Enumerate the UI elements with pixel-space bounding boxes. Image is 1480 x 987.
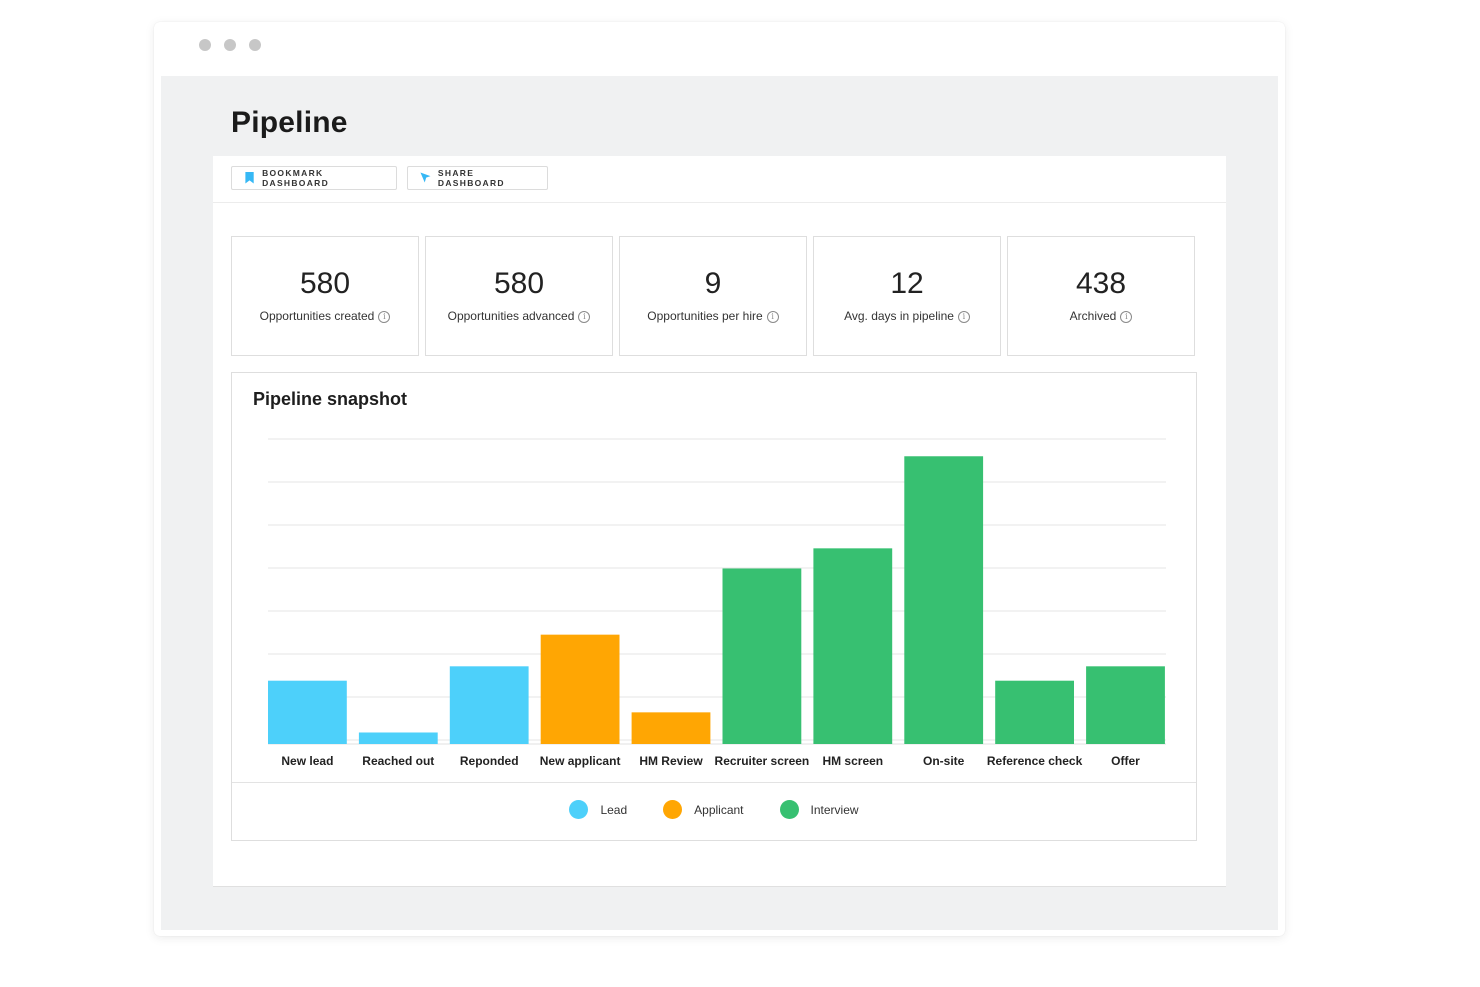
bar-hm-screen[interactable] [813,548,893,744]
legend-item-applicant[interactable]: Applicant [663,800,744,819]
legend-item-lead[interactable]: Lead [569,800,627,819]
chart-legend: Lead Applicant Interview [232,800,1196,819]
x-tick-label: Reached out [362,754,434,768]
dashboard-panel: BOOKMARK DASHBOARD SHARE DASHBOARD 580 O… [213,156,1226,887]
bar-recruiter-screen[interactable] [722,568,802,744]
bookmark-dashboard-label: BOOKMARK DASHBOARD [262,168,330,188]
bar-reached-out[interactable] [358,732,438,744]
bookmark-dashboard-button[interactable]: BOOKMARK DASHBOARD [231,166,397,190]
x-tick-label: Reference check [987,754,1083,768]
legend-swatch [569,800,589,819]
legend-swatch [663,800,683,819]
window-dot-icon[interactable] [199,39,211,51]
x-tick-label: HM screen [822,754,883,768]
x-tick-label: New lead [281,754,333,768]
x-tick-label: New applicant [540,754,621,768]
window-controls [199,39,261,51]
bar-new-applicant[interactable] [540,634,620,744]
stat-label: Opportunities per hire [647,309,763,323]
bookmark-icon [245,171,254,184]
info-icon[interactable]: i [766,311,779,323]
stat-card-archived: 438 Archived i [1007,236,1195,356]
stat-label: Opportunities advanced [447,309,575,323]
stat-label: Avg. days in pipeline [844,309,954,323]
legend-label: Lead [600,802,628,817]
bar-new-lead[interactable] [268,680,347,744]
x-tick-label: HM Review [639,754,703,768]
page-title: Pipeline [231,106,348,139]
info-icon[interactable]: i [578,311,591,323]
cursor-arrow-icon [420,172,431,183]
bar-reference-check[interactable] [995,680,1074,744]
info-icon[interactable]: i [1120,311,1133,323]
stat-label: Opportunities created [259,309,375,323]
pipeline-bar-chart: New lead Reached out Reponded New applicant… [268,438,1166,768]
chart-title: Pipeline snapshot [253,389,408,409]
x-tick-label: Recruiter screen [715,754,810,768]
legend-swatch [779,800,799,819]
bar-reponded[interactable] [449,666,529,744]
bar-offer[interactable] [1086,666,1165,744]
pipeline-snapshot-card: Pipeline snapshot New lead Reached out Rep… [231,372,1197,841]
x-tick-label: On-site [923,754,965,768]
stat-card-opportunities-created: 580 Opportunities created i [231,236,419,356]
chart-legend-bar: Lead Applicant Interview [232,782,1196,840]
bar-hm-review[interactable] [631,712,711,744]
stat-value: 9 [704,267,722,300]
browser-window: Pipeline BOOKMARK DASHBOARD SHARE DASHBO… [154,22,1285,936]
stat-value: 580 [299,267,351,300]
stat-card-opportunities-per-hire: 9 Opportunities per hire i [619,236,807,356]
dashboard-toolbar: BOOKMARK DASHBOARD SHARE DASHBOARD [213,156,1226,203]
legend-label: Applicant [694,802,744,817]
stat-card-avg-days-in-pipeline: 12 Avg. days in pipeline i [813,236,1001,356]
stat-value: 438 [1075,267,1127,300]
window-dot-icon[interactable] [249,39,261,51]
stat-value: 580 [493,267,545,300]
stat-label: Archived [1069,309,1117,323]
info-icon[interactable]: i [957,311,970,323]
window-dot-icon[interactable] [224,39,236,51]
share-dashboard-label: SHARE DASHBOARD [437,168,505,188]
share-dashboard-button[interactable]: SHARE DASHBOARD [407,166,548,190]
legend-label: Interview [810,802,859,817]
app-content: Pipeline BOOKMARK DASHBOARD SHARE DASHBO… [161,76,1278,930]
x-tick-label: Reponded [460,754,519,768]
bar-on-site[interactable] [904,456,984,744]
x-tick-label: Offer [1111,754,1140,768]
legend-item-interview[interactable]: Interview [779,800,859,819]
stat-card-opportunities-advanced: 580 Opportunities advanced i [425,236,613,356]
stat-value: 12 [890,267,924,300]
info-icon[interactable]: i [378,311,391,323]
